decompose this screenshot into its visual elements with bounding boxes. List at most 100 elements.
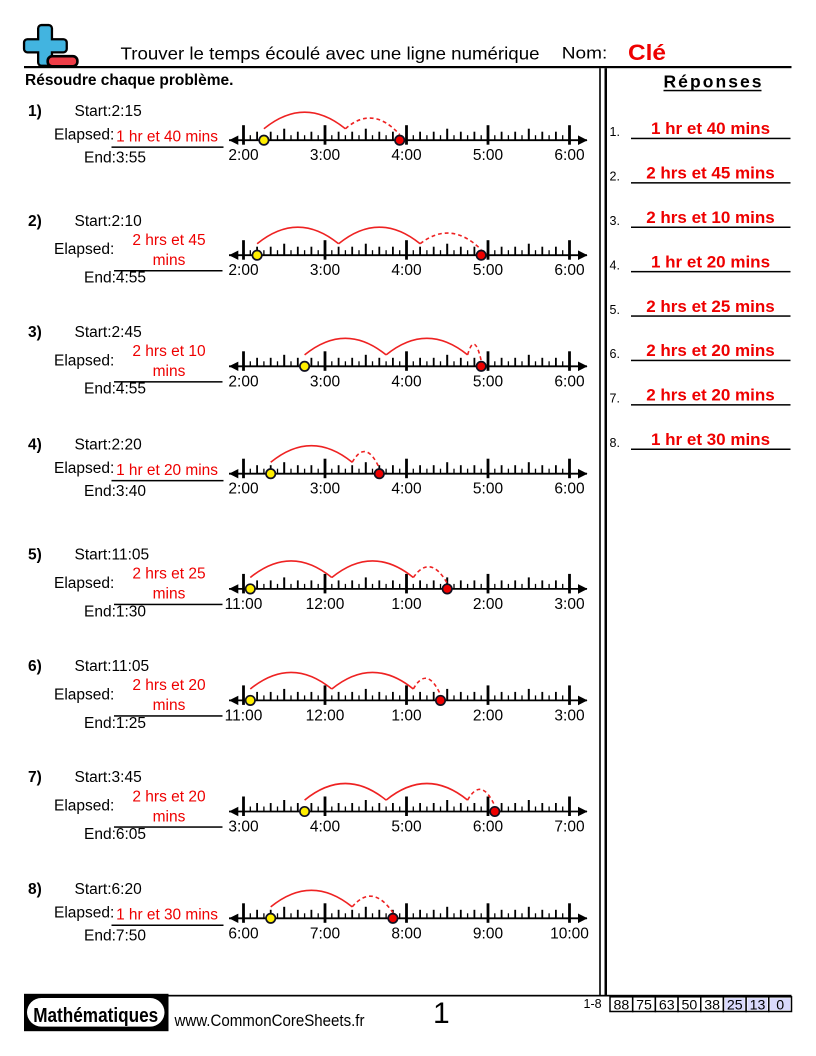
svg-text:1): 1) (28, 103, 42, 120)
svg-text:End:3:40: End:3:40 (84, 483, 146, 500)
svg-text:Mathématiques: Mathématiques (33, 1004, 158, 1027)
svg-text:2 hrs et 45: 2 hrs et 45 (132, 232, 205, 249)
svg-text:3): 3) (28, 324, 42, 341)
svg-text:1-8: 1-8 (584, 997, 602, 1011)
svg-text:7): 7) (28, 769, 42, 786)
svg-text:5.: 5. (610, 303, 620, 317)
svg-text:6:00: 6:00 (228, 925, 259, 942)
svg-text:7:00: 7:00 (554, 819, 585, 836)
svg-text:Elapsed:: Elapsed: (54, 127, 114, 144)
svg-text:www.CommonCoreSheets.fr: www.CommonCoreSheets.fr (174, 1012, 365, 1030)
svg-text:mins: mins (153, 363, 186, 380)
svg-text:Elapsed:: Elapsed: (54, 905, 114, 922)
svg-text:4.: 4. (610, 258, 620, 272)
svg-text:8.: 8. (610, 436, 620, 450)
svg-text:4:00: 4:00 (391, 373, 422, 390)
svg-text:4:00: 4:00 (391, 481, 422, 498)
svg-text:6.: 6. (610, 347, 620, 361)
svg-text:10:00: 10:00 (550, 925, 589, 942)
svg-text:2 hrs et 10: 2 hrs et 10 (132, 343, 206, 360)
svg-text:mins: mins (153, 252, 186, 269)
svg-text:1:00: 1:00 (391, 596, 422, 613)
svg-text:Start:2:10: Start:2:10 (75, 213, 143, 230)
svg-text:5:00: 5:00 (473, 481, 504, 498)
svg-text:5): 5) (28, 547, 42, 564)
svg-text:6:00: 6:00 (554, 481, 585, 498)
svg-text:3:00: 3:00 (554, 596, 585, 613)
svg-text:1 hr et 40 mins: 1 hr et 40 mins (116, 128, 218, 145)
svg-text:End:6:05: End:6:05 (84, 826, 146, 843)
svg-text:11:00: 11:00 (225, 596, 263, 613)
svg-text:1.: 1. (610, 125, 620, 139)
svg-text:Start:11:05: Start:11:05 (75, 547, 150, 564)
svg-text:1:00: 1:00 (391, 707, 422, 724)
svg-text:1 hr et 20 mins: 1 hr et 20 mins (116, 462, 218, 479)
svg-text:50: 50 (682, 997, 698, 1013)
svg-text:Nom:: Nom: (562, 45, 608, 63)
svg-text:38: 38 (704, 997, 720, 1013)
svg-text:Elapsed:: Elapsed: (54, 686, 114, 703)
svg-text:2 hrs et 45 mins: 2 hrs et 45 mins (646, 164, 775, 183)
svg-text:5:00: 5:00 (473, 262, 504, 279)
svg-text:2:00: 2:00 (228, 481, 259, 498)
svg-text:Start:2:15: Start:2:15 (75, 103, 142, 120)
svg-text:Elapsed:: Elapsed: (54, 575, 114, 592)
svg-text:Résoudre chaque problème.: Résoudre chaque problème. (25, 72, 233, 89)
svg-text:2:00: 2:00 (228, 262, 259, 279)
svg-text:End:3:55: End:3:55 (84, 150, 146, 167)
svg-text:7.: 7. (610, 392, 620, 406)
svg-text:4:00: 4:00 (391, 147, 422, 164)
svg-text:2): 2) (28, 213, 42, 230)
svg-text:6:00: 6:00 (554, 262, 585, 279)
svg-text:Elapsed:: Elapsed: (54, 352, 114, 369)
svg-text:7:00: 7:00 (310, 925, 341, 942)
svg-text:12:00: 12:00 (306, 707, 345, 724)
svg-text:88: 88 (613, 997, 629, 1013)
svg-text:mins: mins (153, 697, 186, 714)
svg-text:2 hrs et 25: 2 hrs et 25 (132, 566, 205, 583)
svg-text:Clé: Clé (628, 40, 666, 65)
svg-text:4:00: 4:00 (310, 819, 341, 836)
svg-text:2 hrs et 20: 2 hrs et 20 (132, 788, 206, 805)
svg-text:End:4:55: End:4:55 (84, 381, 146, 398)
svg-text:8): 8) (28, 881, 42, 898)
svg-text:25: 25 (727, 997, 743, 1013)
svg-text:1 hr et 20 mins: 1 hr et 20 mins (651, 252, 770, 271)
svg-text:Elapsed:: Elapsed: (54, 460, 114, 477)
svg-text:Start:2:20: Start:2:20 (75, 436, 143, 453)
svg-text:4:00: 4:00 (391, 262, 422, 279)
svg-text:mins: mins (153, 808, 186, 825)
svg-text:2 hrs et 10 mins: 2 hrs et 10 mins (646, 208, 775, 227)
svg-text:63: 63 (659, 997, 675, 1013)
svg-text:3:00: 3:00 (554, 707, 585, 724)
svg-text:3:00: 3:00 (310, 481, 341, 498)
svg-text:2 hrs et 20 mins: 2 hrs et 20 mins (646, 341, 775, 360)
svg-text:3:00: 3:00 (310, 373, 341, 390)
svg-text:4): 4) (28, 436, 42, 453)
svg-text:End:1:30: End:1:30 (84, 603, 146, 620)
svg-text:End:4:55: End:4:55 (84, 270, 146, 287)
svg-text:2 hrs et 20: 2 hrs et 20 (132, 677, 206, 694)
svg-text:3:00: 3:00 (310, 262, 341, 279)
svg-text:mins: mins (153, 586, 186, 603)
svg-text:75: 75 (636, 997, 652, 1013)
svg-text:6:00: 6:00 (554, 147, 585, 164)
svg-text:13: 13 (750, 997, 766, 1013)
svg-text:6): 6) (28, 658, 42, 675)
svg-text:0: 0 (776, 997, 784, 1013)
svg-text:2:00: 2:00 (473, 707, 504, 724)
svg-text:1 hr et 30 mins: 1 hr et 30 mins (651, 430, 770, 449)
svg-text:6:00: 6:00 (473, 819, 504, 836)
svg-text:2 hrs et 25 mins: 2 hrs et 25 mins (646, 297, 775, 316)
svg-text:8:00: 8:00 (391, 925, 422, 942)
svg-text:1 hr et 40 mins: 1 hr et 40 mins (651, 119, 770, 138)
svg-text:Start:6:20: Start:6:20 (75, 881, 143, 898)
svg-text:5:00: 5:00 (391, 819, 422, 836)
svg-text:5:00: 5:00 (473, 373, 504, 390)
svg-text:Réponses: Réponses (664, 72, 762, 92)
svg-text:Start:11:05: Start:11:05 (75, 658, 150, 675)
svg-text:2:00: 2:00 (228, 373, 259, 390)
svg-text:Elapsed:: Elapsed: (54, 798, 114, 815)
svg-text:6:00: 6:00 (554, 373, 585, 390)
svg-text:2:00: 2:00 (228, 147, 259, 164)
